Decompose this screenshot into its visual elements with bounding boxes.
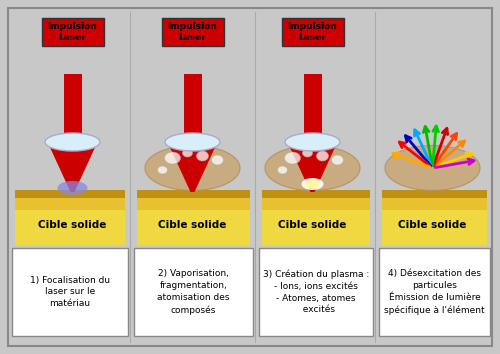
FancyBboxPatch shape bbox=[15, 190, 125, 245]
Ellipse shape bbox=[284, 152, 300, 164]
Ellipse shape bbox=[158, 166, 168, 174]
Ellipse shape bbox=[196, 151, 208, 161]
FancyBboxPatch shape bbox=[15, 190, 125, 198]
FancyBboxPatch shape bbox=[262, 190, 370, 245]
Text: 1) Focalisation du
laser sur le
matériau: 1) Focalisation du laser sur le matériau bbox=[30, 276, 110, 308]
Polygon shape bbox=[48, 142, 98, 192]
Text: 4) Désexcitation des
particules
Émission de lumière
spécifique à l'élément: 4) Désexcitation des particules Émission… bbox=[384, 269, 485, 315]
Ellipse shape bbox=[58, 181, 88, 195]
Text: Impulsion
Laser: Impulsion Laser bbox=[288, 22, 338, 42]
FancyBboxPatch shape bbox=[8, 8, 492, 346]
FancyBboxPatch shape bbox=[134, 248, 253, 336]
Text: 3) Création du plasma :
- Ions, ions excités
- Atomes, atomes
  excités: 3) Création du plasma : - Ions, ions exc… bbox=[263, 269, 369, 314]
FancyBboxPatch shape bbox=[162, 18, 224, 46]
FancyBboxPatch shape bbox=[12, 248, 128, 336]
Ellipse shape bbox=[165, 133, 220, 151]
FancyBboxPatch shape bbox=[137, 190, 250, 245]
FancyBboxPatch shape bbox=[64, 74, 82, 142]
Ellipse shape bbox=[332, 155, 344, 165]
FancyBboxPatch shape bbox=[379, 248, 490, 336]
Ellipse shape bbox=[285, 133, 340, 151]
Ellipse shape bbox=[278, 166, 287, 174]
FancyBboxPatch shape bbox=[262, 190, 370, 198]
FancyBboxPatch shape bbox=[15, 198, 125, 210]
Ellipse shape bbox=[45, 133, 100, 151]
Polygon shape bbox=[168, 142, 218, 192]
FancyBboxPatch shape bbox=[259, 248, 373, 336]
Ellipse shape bbox=[145, 145, 240, 190]
FancyBboxPatch shape bbox=[42, 18, 104, 46]
Text: Cible solide: Cible solide bbox=[158, 221, 226, 230]
Text: Impulsion
Laser: Impulsion Laser bbox=[48, 22, 98, 42]
FancyBboxPatch shape bbox=[137, 190, 250, 198]
FancyBboxPatch shape bbox=[137, 198, 250, 210]
Ellipse shape bbox=[164, 152, 180, 164]
Ellipse shape bbox=[306, 180, 320, 188]
FancyBboxPatch shape bbox=[382, 190, 487, 245]
FancyBboxPatch shape bbox=[262, 198, 370, 210]
FancyBboxPatch shape bbox=[282, 18, 344, 46]
Text: Cible solide: Cible solide bbox=[278, 221, 346, 230]
Ellipse shape bbox=[302, 149, 312, 157]
Text: Cible solide: Cible solide bbox=[38, 221, 106, 230]
Ellipse shape bbox=[385, 145, 480, 190]
Ellipse shape bbox=[182, 149, 192, 157]
FancyBboxPatch shape bbox=[382, 190, 487, 198]
Text: Cible solide: Cible solide bbox=[398, 221, 466, 230]
Ellipse shape bbox=[302, 178, 324, 190]
Ellipse shape bbox=[212, 155, 224, 165]
Text: 2) Vaporisation,
fragmentation,
atomisation des
composés: 2) Vaporisation, fragmentation, atomisat… bbox=[157, 269, 230, 315]
FancyBboxPatch shape bbox=[184, 74, 202, 142]
Polygon shape bbox=[288, 142, 338, 192]
Ellipse shape bbox=[316, 151, 328, 161]
Ellipse shape bbox=[265, 145, 360, 190]
FancyBboxPatch shape bbox=[304, 74, 322, 142]
Text: Impulsion
Laser: Impulsion Laser bbox=[168, 22, 218, 42]
FancyBboxPatch shape bbox=[382, 198, 487, 210]
